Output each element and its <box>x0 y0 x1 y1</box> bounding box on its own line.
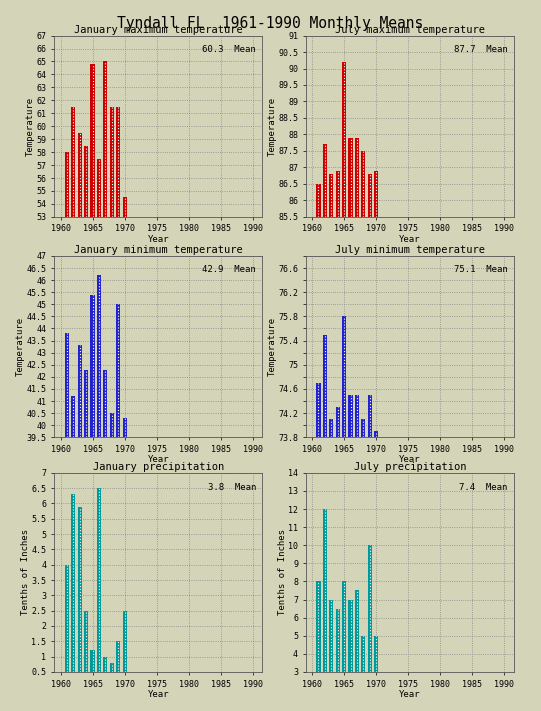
Bar <box>116 641 120 672</box>
Text: 7.4  Mean: 7.4 Mean <box>459 483 507 492</box>
Bar <box>323 144 327 217</box>
Bar <box>361 419 365 437</box>
Bar <box>335 407 340 437</box>
Title: January precipitation: January precipitation <box>93 462 224 472</box>
Bar <box>348 599 353 672</box>
Bar <box>316 383 321 437</box>
Bar <box>368 174 372 217</box>
Y-axis label: Tenths of Inches: Tenths of Inches <box>21 530 30 615</box>
Bar <box>71 396 75 437</box>
Bar <box>348 138 353 217</box>
Bar <box>110 413 114 437</box>
Bar <box>355 590 359 672</box>
Bar <box>355 395 359 437</box>
Bar <box>342 316 346 437</box>
Bar <box>65 333 69 437</box>
Bar <box>122 418 127 437</box>
Bar <box>323 335 327 437</box>
Bar <box>374 431 378 437</box>
Bar <box>78 133 82 217</box>
Title: July maximum temperature: July maximum temperature <box>335 25 485 35</box>
Bar <box>116 107 120 217</box>
Title: January maximum temperature: January maximum temperature <box>74 25 242 35</box>
Bar <box>65 152 69 217</box>
Bar <box>348 395 353 437</box>
Bar <box>116 304 120 437</box>
Y-axis label: Tenths of Inches: Tenths of Inches <box>278 530 287 615</box>
Bar <box>103 656 108 672</box>
Y-axis label: Temperature: Temperature <box>16 317 25 376</box>
Bar <box>78 346 82 437</box>
Text: 42.9  Mean: 42.9 Mean <box>202 265 256 274</box>
Bar <box>316 184 321 217</box>
Bar <box>90 64 95 217</box>
Bar <box>368 545 372 672</box>
Text: Tyndall FL  1961-1990 Monthly Means: Tyndall FL 1961-1990 Monthly Means <box>117 16 424 31</box>
Text: 75.1  Mean: 75.1 Mean <box>454 265 507 274</box>
Bar <box>374 171 378 217</box>
Bar <box>84 370 88 437</box>
Y-axis label: Temperature: Temperature <box>268 97 276 156</box>
Title: January minimum temperature: January minimum temperature <box>74 245 242 255</box>
X-axis label: Year: Year <box>399 235 420 244</box>
Bar <box>355 138 359 217</box>
Bar <box>342 582 346 672</box>
Y-axis label: Temperature: Temperature <box>26 97 35 156</box>
Bar <box>90 294 95 437</box>
Bar <box>329 419 333 437</box>
Bar <box>335 171 340 217</box>
Bar <box>368 395 372 437</box>
X-axis label: Year: Year <box>148 455 169 464</box>
Bar <box>316 582 321 672</box>
Title: July precipitation: July precipitation <box>354 462 466 472</box>
X-axis label: Year: Year <box>148 235 169 244</box>
X-axis label: Year: Year <box>399 690 420 699</box>
Bar <box>103 61 108 217</box>
Bar <box>84 146 88 217</box>
Text: 87.7  Mean: 87.7 Mean <box>454 45 507 53</box>
Title: July minimum temperature: July minimum temperature <box>335 245 485 255</box>
Bar <box>361 151 365 217</box>
Bar <box>122 198 127 217</box>
Bar <box>110 663 114 672</box>
Bar <box>97 488 101 672</box>
Bar <box>90 651 95 672</box>
Bar <box>78 506 82 672</box>
Text: 60.3  Mean: 60.3 Mean <box>202 45 256 53</box>
Bar <box>329 174 333 217</box>
Bar <box>361 636 365 672</box>
X-axis label: Year: Year <box>148 690 169 699</box>
Y-axis label: Temperature: Temperature <box>268 317 276 376</box>
Bar <box>323 509 327 672</box>
X-axis label: Year: Year <box>399 455 420 464</box>
Bar <box>84 611 88 672</box>
Bar <box>122 611 127 672</box>
Bar <box>335 609 340 672</box>
Bar <box>71 107 75 217</box>
Bar <box>329 599 333 672</box>
Bar <box>97 159 101 217</box>
Bar <box>342 62 346 217</box>
Text: 3.8  Mean: 3.8 Mean <box>208 483 256 492</box>
Bar <box>103 370 108 437</box>
Bar <box>374 636 378 672</box>
Bar <box>97 275 101 437</box>
Bar <box>71 494 75 672</box>
Bar <box>110 107 114 217</box>
Bar <box>65 565 69 672</box>
